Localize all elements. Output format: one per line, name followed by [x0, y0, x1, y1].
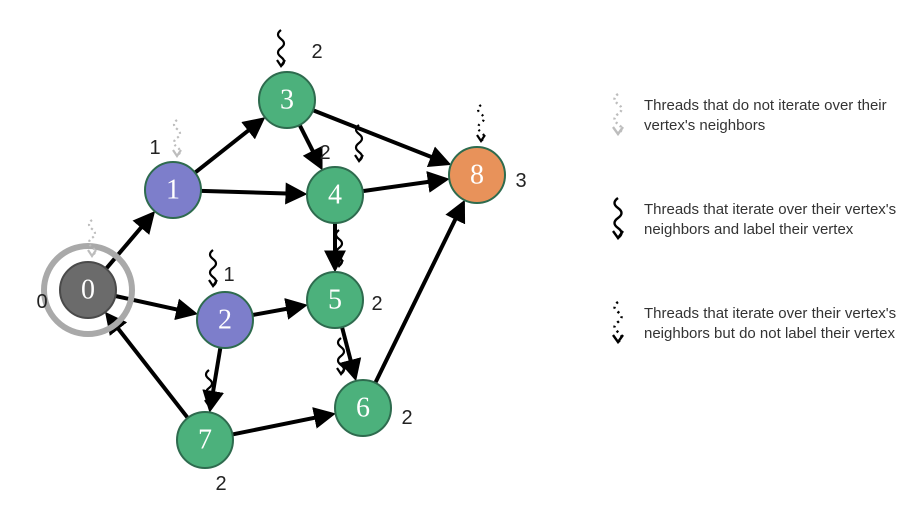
squiggle-none-icon — [600, 90, 644, 150]
thread-squiggle — [478, 105, 484, 141]
graph-node: 11 — [145, 120, 201, 218]
node-id-label: 5 — [328, 285, 342, 316]
legend-text: Threads that iterate over their vertex's… — [644, 194, 910, 241]
node-distance-label: 2 — [401, 407, 412, 429]
graph-node: 21 — [197, 250, 253, 348]
node-id-label: 2 — [218, 305, 232, 336]
edge — [300, 125, 321, 166]
thread-squiggle — [206, 370, 212, 406]
thread-squiggle-arrow — [337, 368, 345, 374]
node-distance-label: 2 — [371, 293, 382, 315]
legend-text: Threads that do not iterate over their v… — [644, 90, 910, 137]
squiggle-solid-icon — [600, 194, 644, 254]
graph-node: 52 — [307, 230, 383, 328]
node-id-label: 7 — [198, 425, 212, 456]
legend-item: Threads that iterate over their vertex's… — [600, 194, 910, 254]
edge — [108, 315, 188, 418]
graph-node: 83 — [449, 105, 527, 203]
edge — [253, 306, 304, 315]
thread-squiggle-arrow — [209, 280, 217, 286]
edge — [201, 191, 303, 194]
node-distance-label: 1 — [223, 264, 234, 286]
thread-squiggle — [89, 220, 95, 256]
node-distance-label: 2 — [215, 473, 226, 495]
thread-squiggle-arrow — [88, 250, 96, 256]
node-distance-label: 2 — [311, 41, 322, 63]
thread-squiggle-arrow — [277, 60, 285, 66]
node-id-label: 3 — [280, 85, 294, 116]
edge — [313, 110, 447, 163]
thread-squiggle — [210, 250, 216, 286]
thread-squiggle-arrow — [173, 150, 181, 156]
graph-node: 42 — [307, 125, 363, 223]
thread-squiggle-arrow — [477, 135, 485, 141]
node-id-label: 8 — [470, 160, 484, 191]
thread-squiggle-arrow — [355, 155, 363, 161]
legend-item: Threads that do not iterate over their v… — [600, 90, 910, 150]
legend-item: Threads that iterate over their vertex's… — [600, 298, 910, 358]
legend-text: Threads that iterate over their vertex's… — [644, 298, 910, 345]
node-distance-label: 0 — [36, 291, 47, 313]
graph-node: 32 — [259, 30, 323, 128]
squiggle-dotted-icon — [600, 298, 644, 358]
node-id-label: 1 — [166, 175, 180, 206]
edge — [363, 179, 446, 191]
node-distance-label: 1 — [149, 137, 160, 159]
node-distance-label: 3 — [515, 170, 526, 192]
thread-squiggle — [278, 30, 284, 66]
node-distance-label: 2 — [319, 142, 330, 164]
thread-squiggle — [338, 338, 344, 374]
legend: Threads that do not iterate over their v… — [600, 90, 910, 402]
edge — [195, 120, 262, 173]
node-id-label: 6 — [356, 393, 370, 424]
node-id-label: 0 — [81, 275, 95, 306]
edge — [106, 214, 152, 268]
diagram-canvas: 001121324252627283 Threads that do not i… — [0, 0, 922, 524]
node-id-label: 4 — [328, 180, 342, 211]
edge — [232, 414, 331, 434]
thread-squiggle — [174, 120, 180, 156]
graph-node: 72 — [177, 370, 233, 495]
edge — [375, 204, 463, 383]
